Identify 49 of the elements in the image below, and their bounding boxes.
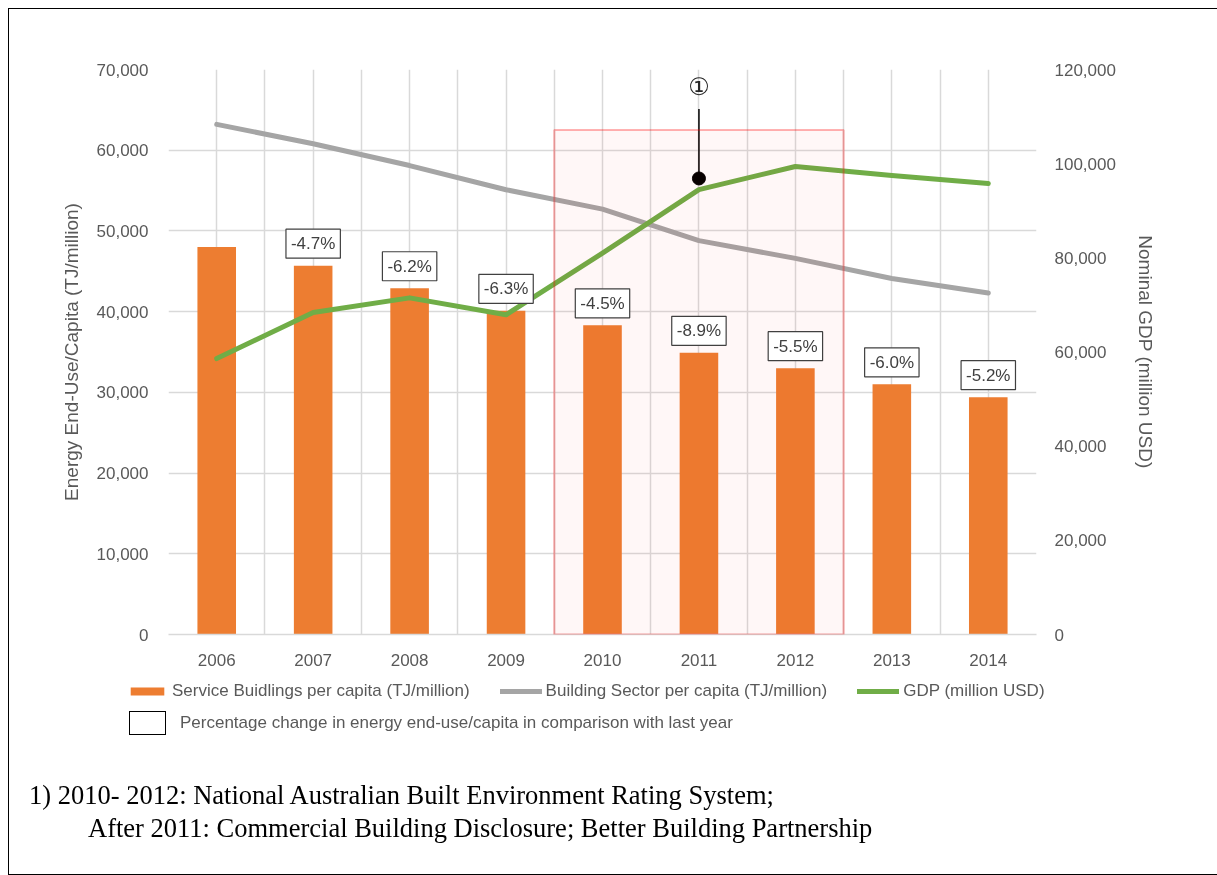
bar bbox=[776, 368, 815, 635]
y-tick-label: 50,000 bbox=[96, 221, 149, 241]
annotation: -5.5% bbox=[773, 336, 818, 356]
y-tick-label: 0 bbox=[139, 625, 149, 645]
y2-tick-label: 120,000 bbox=[1054, 60, 1116, 80]
y-tick-label: 20,000 bbox=[96, 464, 149, 484]
x-tick-label: 2012 bbox=[776, 650, 815, 670]
x-tick-label: 2006 bbox=[197, 650, 236, 670]
y-tick-label: 30,000 bbox=[96, 383, 149, 403]
x-tick-label: 2011 bbox=[680, 650, 718, 670]
bar bbox=[293, 265, 333, 635]
annotation: -6.2% bbox=[387, 256, 432, 276]
x-tick-label: 2010 bbox=[583, 650, 622, 670]
y2-tick-label: 0 bbox=[1054, 625, 1064, 645]
y2-tick-label: 80,000 bbox=[1054, 248, 1107, 268]
annotation: -8.9% bbox=[676, 321, 722, 341]
y2-axis-title: Nominal GDP (million USD) bbox=[1134, 235, 1156, 469]
y2-tick-label: 60,000 bbox=[1054, 343, 1107, 362]
annotation: -6.0% bbox=[869, 352, 915, 372]
x-tick-label: 2014 bbox=[969, 650, 1008, 670]
y2-tick-label: 100,000 bbox=[1054, 154, 1116, 174]
bar bbox=[390, 288, 429, 635]
text: Percentage change in energy end-use/capita in comparison with last year bbox=[180, 711, 733, 734]
annotation: -5.2% bbox=[966, 365, 1011, 385]
y-tick-label: 40,000 bbox=[96, 302, 149, 322]
text: 1) 2010- 2012: National Australian Built Environment Rating System; After 2011: Commercial Building Disclosure; Better Building Partnership bbox=[28, 779, 873, 845]
annotation: -6.3% bbox=[483, 279, 529, 299]
legend-label: Building Sector per capita (TJ/million) bbox=[545, 681, 828, 701]
legend-label: Service Buidlings per capita (TJ/million) bbox=[172, 681, 470, 701]
annotation: -4.5% bbox=[580, 293, 625, 313]
x-tick-label: 2009 bbox=[487, 650, 525, 670]
legend-label: GDP (million USD) bbox=[903, 681, 1045, 701]
bar bbox=[872, 384, 912, 635]
annotation: ① bbox=[688, 72, 710, 101]
bar bbox=[486, 310, 526, 635]
bar bbox=[968, 397, 1008, 635]
x-tick-label: 2008 bbox=[390, 650, 429, 670]
y-tick-label: 10,000 bbox=[96, 544, 149, 564]
bar bbox=[583, 325, 622, 635]
y-tick-label: 60,000 bbox=[96, 141, 149, 161]
x-tick-label: 2013 bbox=[872, 650, 911, 670]
y-axis-title: Energy End-Use/Capita (TJ/million) bbox=[60, 203, 82, 501]
y2-tick-label: 20,000 bbox=[1054, 531, 1107, 551]
annotation: -4.7% bbox=[290, 234, 336, 254]
y-tick-label: 70,000 bbox=[96, 60, 149, 80]
x-tick-label: 2007 bbox=[294, 650, 333, 670]
bar bbox=[197, 247, 237, 635]
bar bbox=[679, 352, 719, 635]
y2-tick-label: 40,000 bbox=[1054, 437, 1107, 457]
